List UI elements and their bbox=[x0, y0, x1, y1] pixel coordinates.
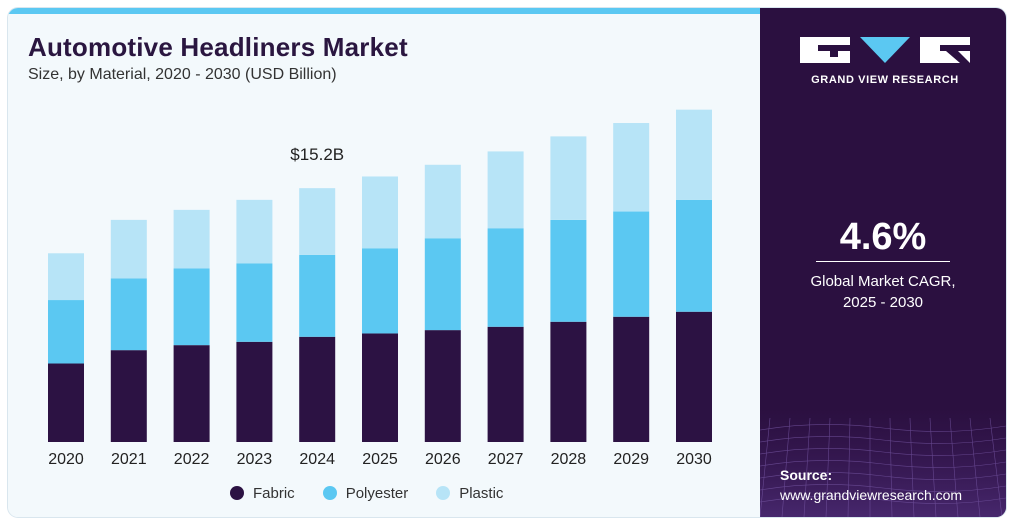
x-tick-label-2029: 2029 bbox=[613, 451, 649, 468]
chart-title: Automotive Headliners Market bbox=[28, 32, 408, 62]
bar-fabric-2029 bbox=[613, 316, 650, 442]
data-label-2024: $15.2B bbox=[290, 145, 344, 164]
bar-polyester-2030 bbox=[676, 199, 712, 312]
bar-plastic-2026 bbox=[424, 164, 461, 239]
bar-fabric-2021 bbox=[110, 350, 147, 442]
bar-plastic-2025 bbox=[362, 176, 398, 249]
bar-polyester-2024 bbox=[299, 254, 336, 337]
x-tick-label-2023: 2023 bbox=[237, 451, 273, 468]
brand-name: GRAND VIEW RESEARCH bbox=[811, 74, 959, 86]
legend-label-polyester: Polyester bbox=[345, 484, 409, 502]
chart-legend: Fabric Polyester Plastic bbox=[230, 482, 503, 504]
stats-panel: GRAND VIEW RESEARCH 4.6% Global Market C… bbox=[760, 8, 1006, 517]
bar-plastic-2030 bbox=[676, 109, 712, 200]
legend-label-plastic: Plastic bbox=[459, 484, 504, 502]
source-label: Source: bbox=[780, 467, 833, 483]
x-tick-label-2021: 2021 bbox=[111, 451, 147, 468]
bar-fabric-2030 bbox=[676, 311, 712, 442]
chart-subtitle: Size, by Material, 2020 - 2030 (USD Bill… bbox=[28, 66, 337, 83]
x-tick-label-2030: 2030 bbox=[676, 451, 712, 468]
legend-swatch-plastic bbox=[436, 486, 451, 500]
legend-label-fabric: Fabric bbox=[253, 484, 295, 502]
bar-polyester-2026 bbox=[424, 238, 461, 331]
accent-bar bbox=[8, 8, 760, 14]
bar-polyester-2023 bbox=[236, 263, 273, 342]
bar-fabric-2024 bbox=[299, 336, 336, 442]
bar-polyester-2027 bbox=[487, 228, 524, 327]
bar-polyester-2029 bbox=[613, 211, 650, 317]
x-tick-label-2028: 2028 bbox=[551, 451, 587, 468]
grand-view-research-logo: GRAND VIEW RESEARCH bbox=[790, 34, 980, 94]
bar-plastic-2029 bbox=[613, 123, 650, 212]
cagr-label-line1: Global Market CAGR, bbox=[810, 273, 956, 290]
bar-polyester-2020 bbox=[48, 300, 84, 364]
cagr-label-line2: 2025 - 2030 bbox=[842, 294, 924, 311]
legend-swatch-fabric bbox=[230, 486, 244, 500]
x-tick-label-2020: 2020 bbox=[48, 451, 84, 468]
bar-fabric-2023 bbox=[236, 341, 273, 442]
x-tick-label-2026: 2026 bbox=[425, 451, 461, 468]
bar-polyester-2022 bbox=[173, 268, 210, 346]
cagr-value: 4.6% bbox=[839, 216, 927, 258]
bar-polyester-2028 bbox=[550, 219, 587, 322]
x-tick-label-2025: 2025 bbox=[362, 451, 398, 468]
infographic-card: Automotive Headliners Market Size, by Ma… bbox=[8, 8, 1006, 517]
legend-swatch-polyester bbox=[322, 486, 337, 500]
bar-fabric-2020 bbox=[48, 363, 84, 442]
bar-fabric-2025 bbox=[362, 333, 398, 442]
legend-item-plastic: Plastic bbox=[436, 485, 503, 502]
x-tick-label-2024: 2024 bbox=[299, 451, 335, 468]
bar-fabric-2026 bbox=[424, 330, 461, 442]
bar-plastic-2021 bbox=[110, 219, 147, 279]
bar-fabric-2028 bbox=[550, 321, 587, 442]
source-url: www.grandviewresearch.com bbox=[780, 487, 963, 503]
cagr-label: Global Market CAGR, 2025 - 2030 bbox=[760, 271, 1006, 313]
bar-plastic-2027 bbox=[487, 151, 524, 229]
bar-plastic-2020 bbox=[48, 253, 84, 301]
bar-fabric-2027 bbox=[487, 326, 524, 442]
bar-plastic-2024 bbox=[299, 188, 336, 255]
x-tick-label-2022: 2022 bbox=[174, 451, 210, 468]
bar-fabric-2022 bbox=[173, 345, 210, 442]
cagr-divider bbox=[816, 261, 950, 262]
x-tick-label-2027: 2027 bbox=[488, 451, 524, 468]
stacked-bar-chart: 2020 2021 2022 2023 2024 2025 2026 2027 2028 2029… bbox=[48, 109, 712, 468]
bar-plastic-2023 bbox=[236, 199, 273, 264]
bar-plastic-2022 bbox=[173, 209, 210, 269]
bar-polyester-2021 bbox=[110, 278, 147, 351]
logo-mark-icon bbox=[800, 37, 970, 63]
legend-item-polyester: Polyester bbox=[322, 484, 409, 502]
legend-item-fabric: Fabric bbox=[230, 485, 295, 502]
bar-polyester-2025 bbox=[362, 248, 398, 334]
bar-plastic-2028 bbox=[550, 136, 587, 220]
grid-wave-decoration bbox=[760, 408, 1006, 517]
